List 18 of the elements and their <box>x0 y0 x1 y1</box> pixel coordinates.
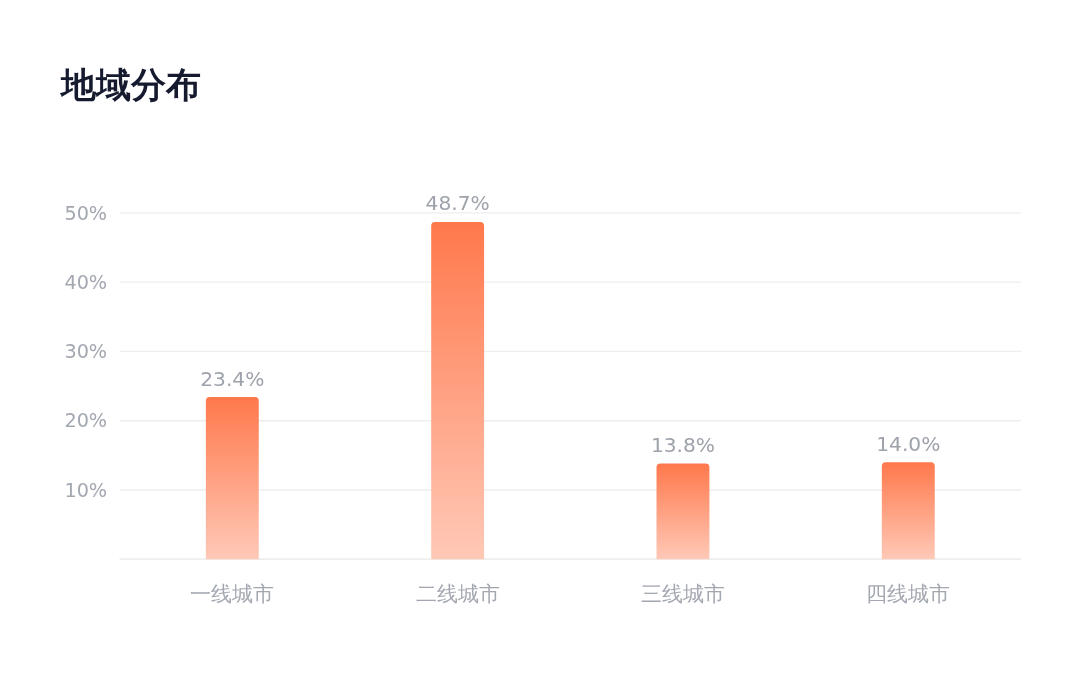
chart-title: 地域分布 <box>58 65 201 106</box>
x-tick-label: 二线城市 <box>415 581 500 607</box>
x-tick-label: 三线城市 <box>640 581 725 607</box>
y-tick-label: 20% <box>64 409 108 433</box>
data-label: 13.8% <box>650 433 716 458</box>
y-tick-label: 50% <box>64 201 108 225</box>
data-label: 23.4% <box>200 366 265 391</box>
bar <box>431 221 485 560</box>
bar <box>205 397 259 560</box>
data-label: 48.7% <box>425 191 490 216</box>
bar <box>656 463 710 560</box>
y-tick-label: 10% <box>64 478 108 502</box>
y-tick-label: 40% <box>64 270 108 294</box>
bar <box>881 462 935 560</box>
y-tick-label: 30% <box>64 340 108 364</box>
data-label: 14.0% <box>876 431 941 456</box>
x-tick-label: 一线城市 <box>190 581 275 607</box>
x-tick-label: 四线城市 <box>866 581 951 607</box>
